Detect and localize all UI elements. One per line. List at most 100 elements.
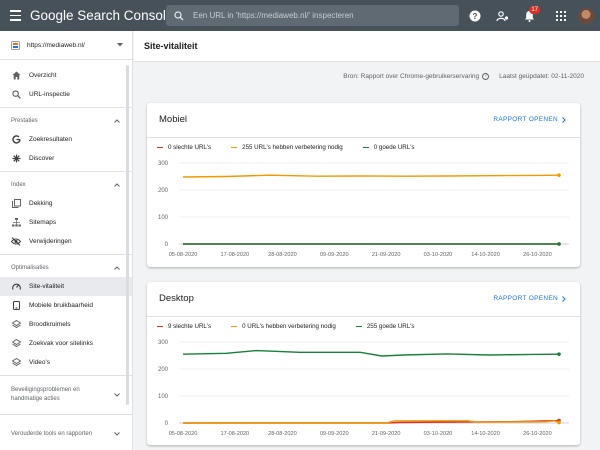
sidebar-item-site-vitaliteit[interactable]: Site-vitaliteit (0, 277, 132, 296)
sidebar-item-zoekresultaten[interactable]: Zoekresultaten (0, 130, 132, 149)
asterisk-icon (11, 154, 21, 164)
sidebar-item-overzicht[interactable]: Overzicht (0, 66, 132, 85)
section-optimalisaties[interactable]: Optimalisaties (0, 258, 132, 277)
section-prestaties[interactable]: Prestaties (0, 111, 132, 130)
series-line-1[interactable] (183, 420, 560, 424)
x-tick-label: 17-08-2020 (221, 252, 250, 258)
app-title[interactable]: Google Search Console (30, 8, 174, 23)
sidebar-item-zoekvak[interactable]: Zoekvak voor sitelinks (0, 334, 132, 353)
legend-swatch (231, 146, 238, 149)
legend-label: 255 goede URL's (366, 323, 415, 330)
open-report-label: RAPPORT OPENEN (493, 116, 558, 123)
notifications-icon[interactable]: 17 (518, 5, 540, 27)
series-endpoint-1[interactable] (557, 420, 561, 425)
help-icon[interactable]: ? (464, 5, 486, 27)
legend-good[interactable]: 255 goede URL's (355, 323, 415, 330)
legend-needs-improvement[interactable]: 255 URL's hebben verbetering nodig (231, 144, 343, 151)
open-report-label: RAPPORT OPENEN (493, 295, 558, 302)
property-selector[interactable]: https://mediaweb.nl/ (0, 31, 132, 60)
x-tick-label: 03-10-2020 (424, 431, 453, 437)
svg-text:?: ? (473, 12, 478, 21)
speed-icon (11, 282, 21, 292)
sidebar-item-label: Verwijderingen (29, 238, 72, 245)
open-report-button[interactable]: RAPPORT OPENEN (493, 295, 566, 302)
series-line-1[interactable] (182, 174, 560, 178)
dropdown-arrow-icon (117, 43, 123, 47)
sidebar-item-mobiele-bruikbaarheid[interactable]: Mobiele bruikbaarheid (0, 296, 132, 315)
updated-value: 02-11-2020 (551, 72, 584, 80)
sidebar-item-discover[interactable]: Discover (0, 149, 132, 168)
chevron-right-icon (562, 295, 566, 302)
y-tick-label: 300 (158, 340, 169, 346)
legend-good[interactable]: 0 goede URL's (362, 144, 415, 151)
legend-label: 9 slechte URL's (168, 323, 212, 330)
series-line-2[interactable] (182, 349, 560, 357)
url-inspect-search[interactable]: Een URL in 'https://mediaweb.nl/' inspec… (166, 5, 459, 26)
section-title: Prestaties (11, 117, 38, 124)
legend-poor[interactable]: 9 slechte URL's (157, 323, 211, 330)
card-mobiel: Mobiel RAPPORT OPENEN 0 slechte URL's 25… (147, 103, 580, 267)
source-line: Bron: Rapport over Chrome-gebruikerserva… (134, 62, 600, 90)
x-tick-label: 09-09-2020 (320, 431, 349, 437)
apps-grid-icon[interactable] (550, 5, 572, 27)
legend-swatch (231, 325, 238, 328)
legend-swatch (362, 146, 369, 149)
legend-label: 255 URL's hebben verbetering nodig (242, 144, 343, 151)
section-index[interactable]: Index (0, 175, 132, 194)
copy-icon (11, 199, 21, 209)
sidebar-item-label: Dekking (29, 200, 53, 207)
sidebar-scrollbar[interactable] (126, 65, 129, 405)
series-endpoint-1[interactable] (557, 173, 561, 177)
visibility-off-icon (11, 237, 21, 247)
search-icon (11, 90, 21, 100)
sidebar-item-label: Sitemaps (29, 219, 57, 226)
y-tick-label: 0 (165, 242, 169, 248)
y-tick-label: 100 (158, 215, 169, 221)
sitemap-icon (11, 218, 21, 228)
legend-swatch (355, 325, 362, 328)
section-beveiliging[interactable]: Beveiligingsproblemen en handmatige acti… (0, 379, 132, 411)
sidebar-item-url-inspectie[interactable]: URL-inspectie (0, 85, 132, 104)
legend-poor[interactable]: 0 slechte URL's (157, 144, 211, 151)
legend-label: 0 slechte URL's (168, 144, 212, 151)
updated-label: Laatst geüpdatet: (499, 72, 550, 80)
y-tick-label: 200 (158, 367, 169, 373)
menu-icon[interactable] (0, 0, 30, 31)
x-tick-label: 26-10-2020 (523, 252, 552, 258)
sidebar-item-label: Mobiele bruikbaarheid (29, 302, 93, 309)
sidebar-item-videos[interactable]: Video's (0, 353, 132, 372)
layers-icon (11, 339, 21, 349)
sidebar-item-sitemaps[interactable]: Sitemaps (0, 213, 132, 232)
google-g-icon (11, 135, 21, 145)
chevron-right-icon (562, 116, 566, 123)
notification-badge: 17 (529, 5, 540, 14)
open-report-button[interactable]: RAPPORT OPENEN (493, 116, 566, 123)
page-title: Site-vitaliteit (134, 31, 600, 62)
chevron-up-icon (114, 265, 120, 270)
source-label: Bron: (343, 72, 359, 80)
sidebar-item-verwijderingen[interactable]: Verwijderingen (0, 232, 132, 251)
legend-swatch (157, 325, 163, 328)
x-tick-label: 03-10-2020 (424, 252, 453, 258)
chart-legend: 9 slechte URL's 0 URL's hebben verbeteri… (157, 323, 434, 330)
series-endpoint-2[interactable] (557, 242, 561, 246)
x-tick-label: 05-08-2020 (169, 252, 198, 258)
x-tick-label: 14-10-2020 (471, 252, 500, 258)
manage-users-icon[interactable] (491, 5, 513, 27)
x-tick-label: 26-10-2020 (523, 431, 552, 437)
series-endpoint-2[interactable] (557, 352, 561, 356)
sidebar-item-label: Broodkruimels (29, 321, 71, 328)
help-circle-icon[interactable]: ? (482, 72, 490, 80)
legend-needs-improvement[interactable]: 0 URL's hebben verbetering nodig (231, 323, 336, 330)
sidebar-item-dekking[interactable]: Dekking (0, 194, 132, 213)
chevron-up-icon (114, 182, 120, 187)
section-verouderde-tools[interactable]: Verouderde tools en rapporten (0, 418, 132, 450)
account-avatar[interactable] (578, 7, 594, 24)
legend-swatch (157, 146, 163, 149)
sidebar-item-broodkruimels[interactable]: Broodkruimels (0, 315, 132, 334)
x-tick-label: 21-09-2020 (372, 252, 401, 258)
card-divider (147, 137, 580, 138)
search-input[interactable]: Een URL in 'https://mediaweb.nl/' inspec… (193, 11, 354, 20)
sidebar-item-label: Site-vitaliteit (29, 283, 65, 290)
sidebar: https://mediaweb.nl/ Overzicht URL-inspe… (0, 31, 133, 450)
